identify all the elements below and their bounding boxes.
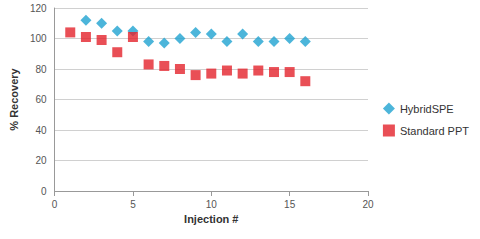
- svg-text:0: 0: [52, 199, 58, 210]
- svg-text:Injection #: Injection #: [184, 213, 238, 225]
- svg-text:15: 15: [284, 199, 296, 210]
- svg-text:80: 80: [35, 64, 47, 75]
- svg-text:5: 5: [130, 199, 136, 210]
- svg-text:20: 20: [35, 155, 47, 166]
- svg-text:120: 120: [30, 3, 47, 14]
- svg-text:100: 100: [30, 33, 47, 44]
- svg-text:40: 40: [35, 125, 47, 136]
- svg-text:20: 20: [362, 199, 374, 210]
- svg-text:Standard PPT: Standard PPT: [400, 125, 469, 137]
- svg-text:60: 60: [35, 94, 47, 105]
- svg-text:0: 0: [41, 186, 47, 197]
- svg-text:HybridSPE: HybridSPE: [400, 103, 454, 115]
- svg-text:10: 10: [206, 199, 218, 210]
- svg-text:% Recovery: % Recovery: [8, 67, 20, 130]
